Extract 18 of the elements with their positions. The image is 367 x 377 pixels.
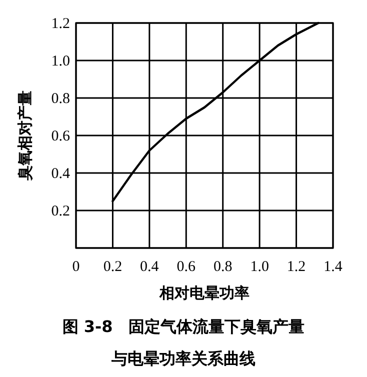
- y-tick-label: 0.6: [51, 128, 70, 144]
- caption: 图 3-8 固定气体流量下臭氧产量: [62, 317, 305, 336]
- x-tick-label: 1.4: [324, 259, 343, 275]
- y-tick-label: 0.8: [51, 91, 70, 107]
- x-axis-title: 相对电晕功率: [158, 284, 250, 302]
- x-tick-label: 0.6: [176, 259, 196, 275]
- x-tick-label: 0.2: [103, 259, 122, 275]
- x-tick-label: 1.2: [286, 259, 306, 275]
- x-tick-label: 0.8: [213, 259, 232, 275]
- y-tick-label: 1.2: [51, 16, 70, 32]
- x-tick-label: 0.4: [140, 259, 160, 275]
- x-tick-label: 1.0: [250, 259, 269, 275]
- text: 与电晕功率关系曲线: [110, 349, 256, 368]
- y-axis-title: 臭氧相对产量: [16, 90, 34, 182]
- y-tick-label: 1.0: [51, 54, 70, 70]
- y-tick-label: 0.4: [51, 166, 70, 182]
- y-tick-label: 0.2: [51, 204, 70, 220]
- x-tick-label: 0: [72, 259, 80, 275]
